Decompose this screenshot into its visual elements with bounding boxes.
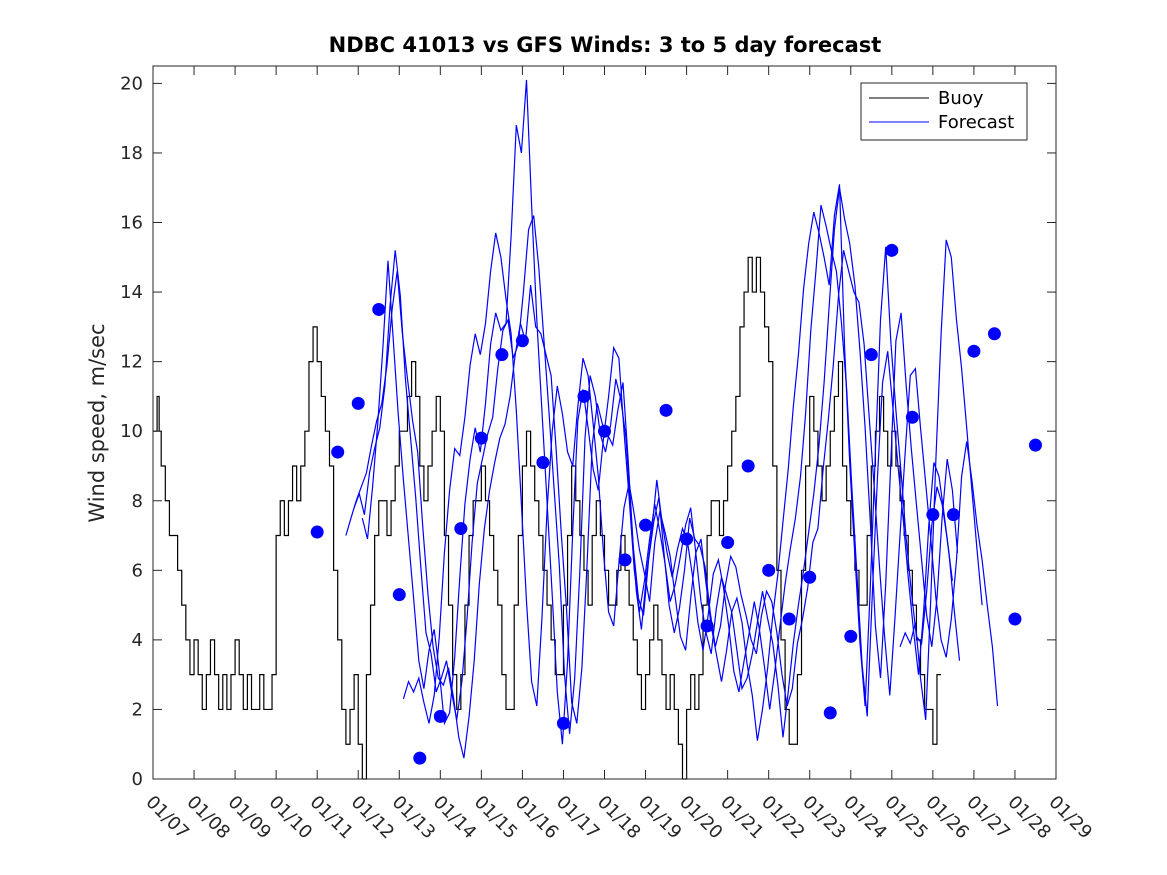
forecast-marker [967, 344, 981, 358]
y-tick-label: 2 [132, 699, 143, 720]
chart-title: NDBC 41013 vs GFS Winds: 3 to 5 day fore… [329, 33, 882, 57]
y-tick-label: 14 [120, 282, 143, 303]
y-tick-label: 0 [132, 769, 143, 790]
forecast-marker [392, 588, 406, 602]
y-tick-label: 16 [120, 213, 143, 234]
forecast-marker [331, 445, 345, 459]
forecast-marker [680, 532, 694, 546]
y-axis-label: Wind speed, m/sec [85, 323, 109, 522]
forecast-marker [577, 389, 591, 403]
forecast-marker [700, 619, 714, 633]
forecast-marker [987, 327, 1001, 341]
forecast-marker [310, 525, 324, 539]
forecast-series-layer [345, 79, 999, 759]
buoy-series-layer [153, 256, 942, 780]
plot-area [152, 65, 1057, 780]
legend: Buoy Forecast [860, 82, 1028, 141]
y-tick-label: 20 [120, 73, 143, 94]
forecast-marker [762, 563, 776, 577]
forecast-marker [639, 518, 653, 532]
forecast-line-5 [899, 239, 983, 720]
forecast-marker [659, 403, 673, 417]
axes-background [153, 66, 1056, 779]
y-tick-label: 8 [132, 491, 143, 512]
forecast-marker [864, 348, 878, 362]
forecast-marker [1028, 438, 1042, 452]
legend-label-buoy: Buoy [938, 88, 984, 109]
forecast-marker [741, 459, 755, 473]
forecast-marker [803, 570, 817, 584]
forecast-marker [413, 751, 427, 765]
forecast-line-4 [402, 184, 953, 741]
forecast-marker [782, 612, 796, 626]
buoy-line [153, 256, 942, 780]
legend-label-forecast: Forecast [938, 112, 1014, 133]
forecast-marker [721, 535, 735, 549]
y-tick-label: 4 [132, 630, 143, 651]
y-tick-label: 6 [132, 560, 143, 581]
forecast-marker [474, 431, 488, 445]
forecast-marker [372, 302, 386, 316]
forecast-marker [885, 243, 899, 257]
legend-box [860, 82, 1028, 141]
forecast-marker [515, 334, 529, 348]
forecast-marker [351, 396, 365, 410]
forecast-line-3 [361, 79, 959, 745]
forecast-marker [556, 716, 570, 730]
forecast-marker [844, 629, 858, 643]
forecast-marker [433, 709, 447, 723]
y-tick-label: 10 [120, 421, 143, 442]
forecast-marker [495, 348, 509, 362]
forecast-marker [823, 706, 837, 720]
y-tick-label: 18 [120, 143, 143, 164]
forecast-marker [536, 455, 550, 469]
forecast-line-2 [353, 204, 961, 734]
forecast-marker [598, 424, 611, 438]
forecast-marker [1008, 612, 1022, 626]
forecast-marker [926, 508, 940, 522]
forecast-marker-layer [310, 243, 1042, 765]
forecast-marker [946, 508, 960, 522]
y-tick-label: 12 [120, 352, 143, 373]
forecast-marker [618, 553, 632, 567]
forecast-marker [905, 410, 919, 424]
forecast-marker [454, 522, 468, 536]
